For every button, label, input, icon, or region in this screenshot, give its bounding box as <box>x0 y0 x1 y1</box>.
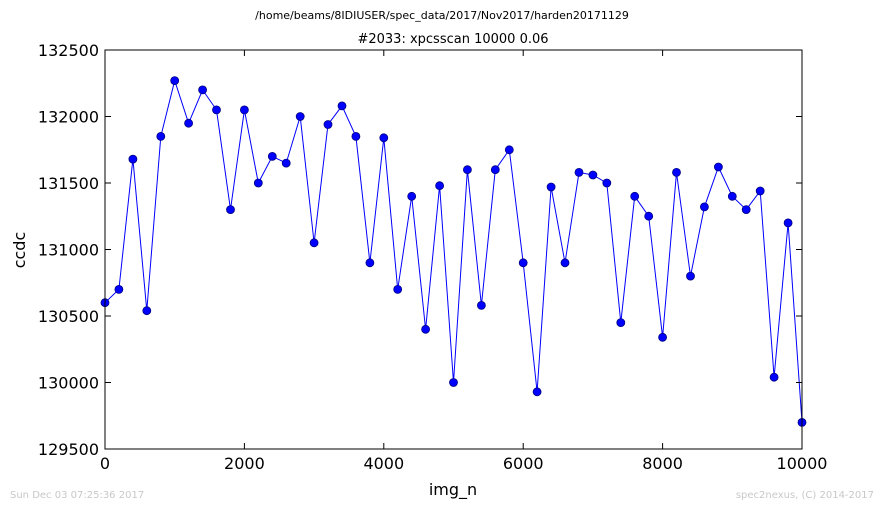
data-point <box>156 131 166 141</box>
data-point <box>602 178 612 188</box>
data-point <box>198 85 208 95</box>
y-axis-label: ccdc <box>10 232 29 269</box>
data-point <box>170 76 180 85</box>
data-point <box>128 154 138 164</box>
y-tick-label: 132500 <box>38 41 99 60</box>
data-point <box>393 284 403 294</box>
y-tick-label: 132000 <box>38 108 99 127</box>
data-point <box>783 218 793 228</box>
data-point <box>379 133 389 143</box>
y-tick-label: 129500 <box>38 440 99 459</box>
data-point <box>337 101 347 111</box>
footer-credit: spec2nexus, (C) 2014-2017 <box>736 490 874 501</box>
data-point <box>755 186 765 196</box>
file-path: /home/beams/8IDIUSER/spec_data/2017/Nov2… <box>255 9 629 22</box>
data-point <box>700 202 709 212</box>
chart-title: #2033: xpcsscan 10000 0.06 <box>357 32 548 47</box>
x-tick-label: 6000 <box>503 454 544 473</box>
data-point <box>686 271 695 281</box>
data-point <box>574 167 584 177</box>
data-point <box>644 211 654 221</box>
x-tick-label: 2000 <box>224 454 265 473</box>
data-point <box>421 324 431 334</box>
data-point <box>295 112 305 121</box>
y-tick-label: 131000 <box>38 241 99 260</box>
data-point <box>253 178 263 188</box>
data-point <box>518 258 528 268</box>
y-tick-label: 130500 <box>38 307 99 326</box>
data-point <box>476 300 486 310</box>
data-point <box>449 378 458 387</box>
data-point <box>588 170 598 180</box>
data-point <box>226 205 235 215</box>
data-point <box>741 205 751 215</box>
data-point <box>672 167 681 177</box>
data-point <box>616 318 626 328</box>
data-point <box>351 131 361 141</box>
data-point <box>239 105 249 115</box>
data-point <box>714 162 723 172</box>
plot-area <box>100 76 807 427</box>
data-point <box>309 238 319 248</box>
data-point <box>142 306 152 316</box>
data-point <box>490 165 500 175</box>
x-tick-label: 10000 <box>777 454 828 473</box>
series-line <box>104 78 803 423</box>
plot-frame <box>104 49 803 450</box>
data-point <box>323 120 333 129</box>
data-point <box>365 258 375 268</box>
data-point <box>546 182 556 192</box>
data-point <box>407 191 417 201</box>
data-point <box>630 191 640 201</box>
data-point <box>212 105 221 115</box>
data-point <box>184 118 194 128</box>
data-point <box>462 165 472 175</box>
data-point <box>769 372 779 382</box>
x-axis-label: img_n <box>429 480 477 500</box>
axis-ticks: 0 2000 4000 6000 8000 10000 129500 130000 130500… <box>38 41 828 473</box>
data-point <box>281 158 291 168</box>
data-point <box>532 387 542 397</box>
y-tick-label: 130000 <box>38 374 99 393</box>
footer-timestamp: Sun Dec 03 07:25:36 2017 <box>10 490 144 501</box>
data-point <box>435 181 445 191</box>
data-point <box>560 258 570 268</box>
data-point <box>267 151 277 161</box>
y-tick-label: 131500 <box>38 174 99 193</box>
data-point <box>727 191 737 201</box>
x-tick-label: 0 <box>100 454 110 473</box>
data-point <box>114 284 124 294</box>
x-tick-label: 4000 <box>363 454 404 473</box>
x-tick-label: 8000 <box>642 454 683 473</box>
data-point <box>504 145 514 155</box>
data-point <box>658 332 667 342</box>
